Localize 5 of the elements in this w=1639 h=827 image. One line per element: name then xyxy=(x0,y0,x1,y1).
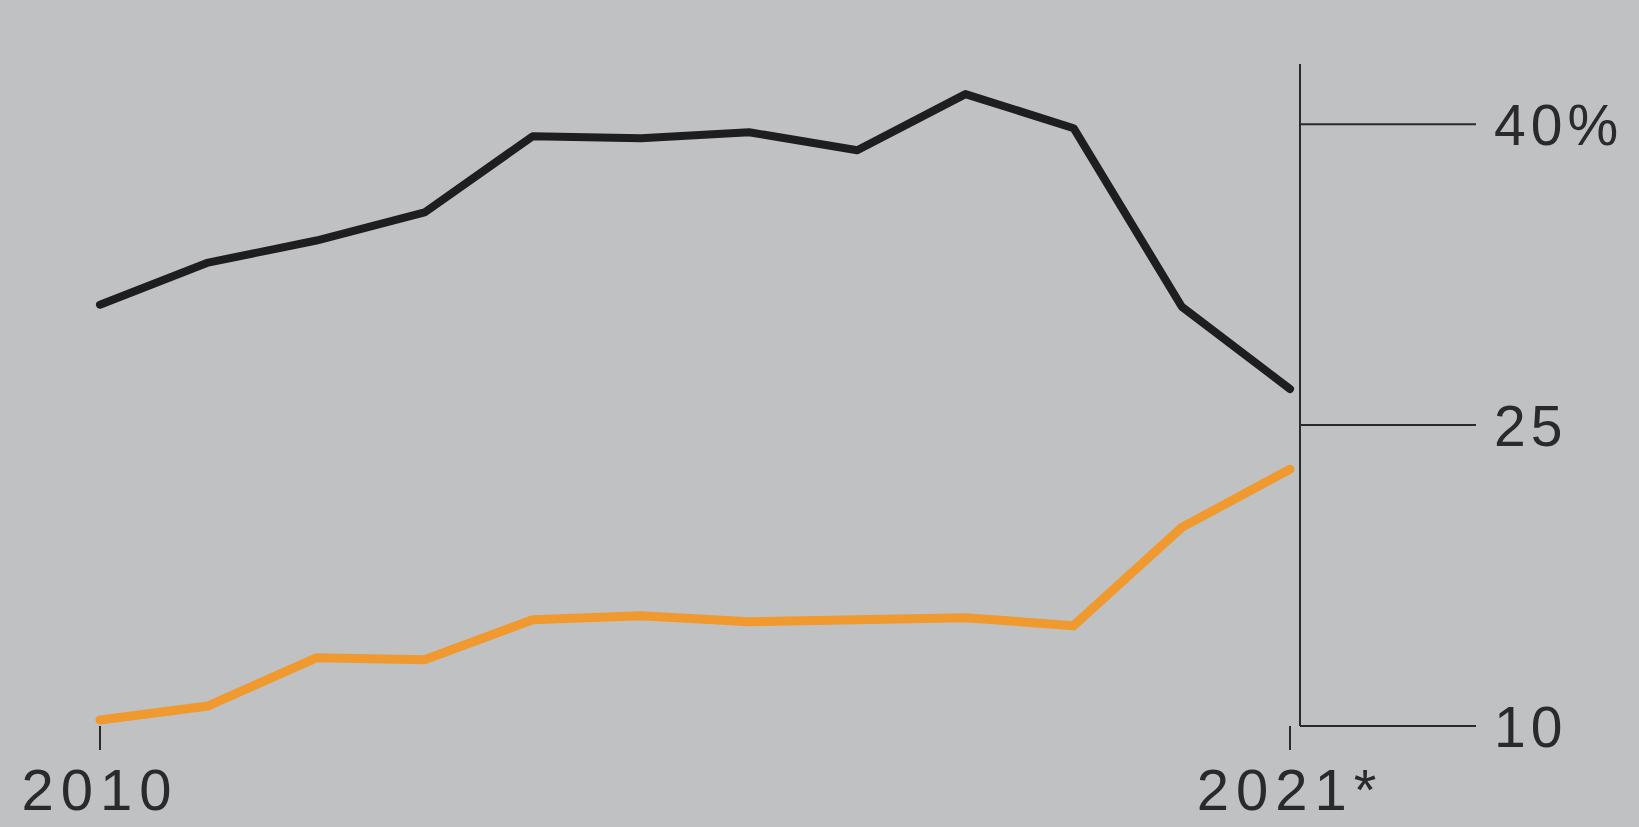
x-tick-label: 2010 xyxy=(21,757,179,822)
y-tick-label: 40% xyxy=(1494,92,1624,157)
x-tick-label: 2021* xyxy=(1196,757,1384,822)
y-tick-label: 25 xyxy=(1494,393,1568,458)
y-tick-label: 10 xyxy=(1494,694,1568,759)
